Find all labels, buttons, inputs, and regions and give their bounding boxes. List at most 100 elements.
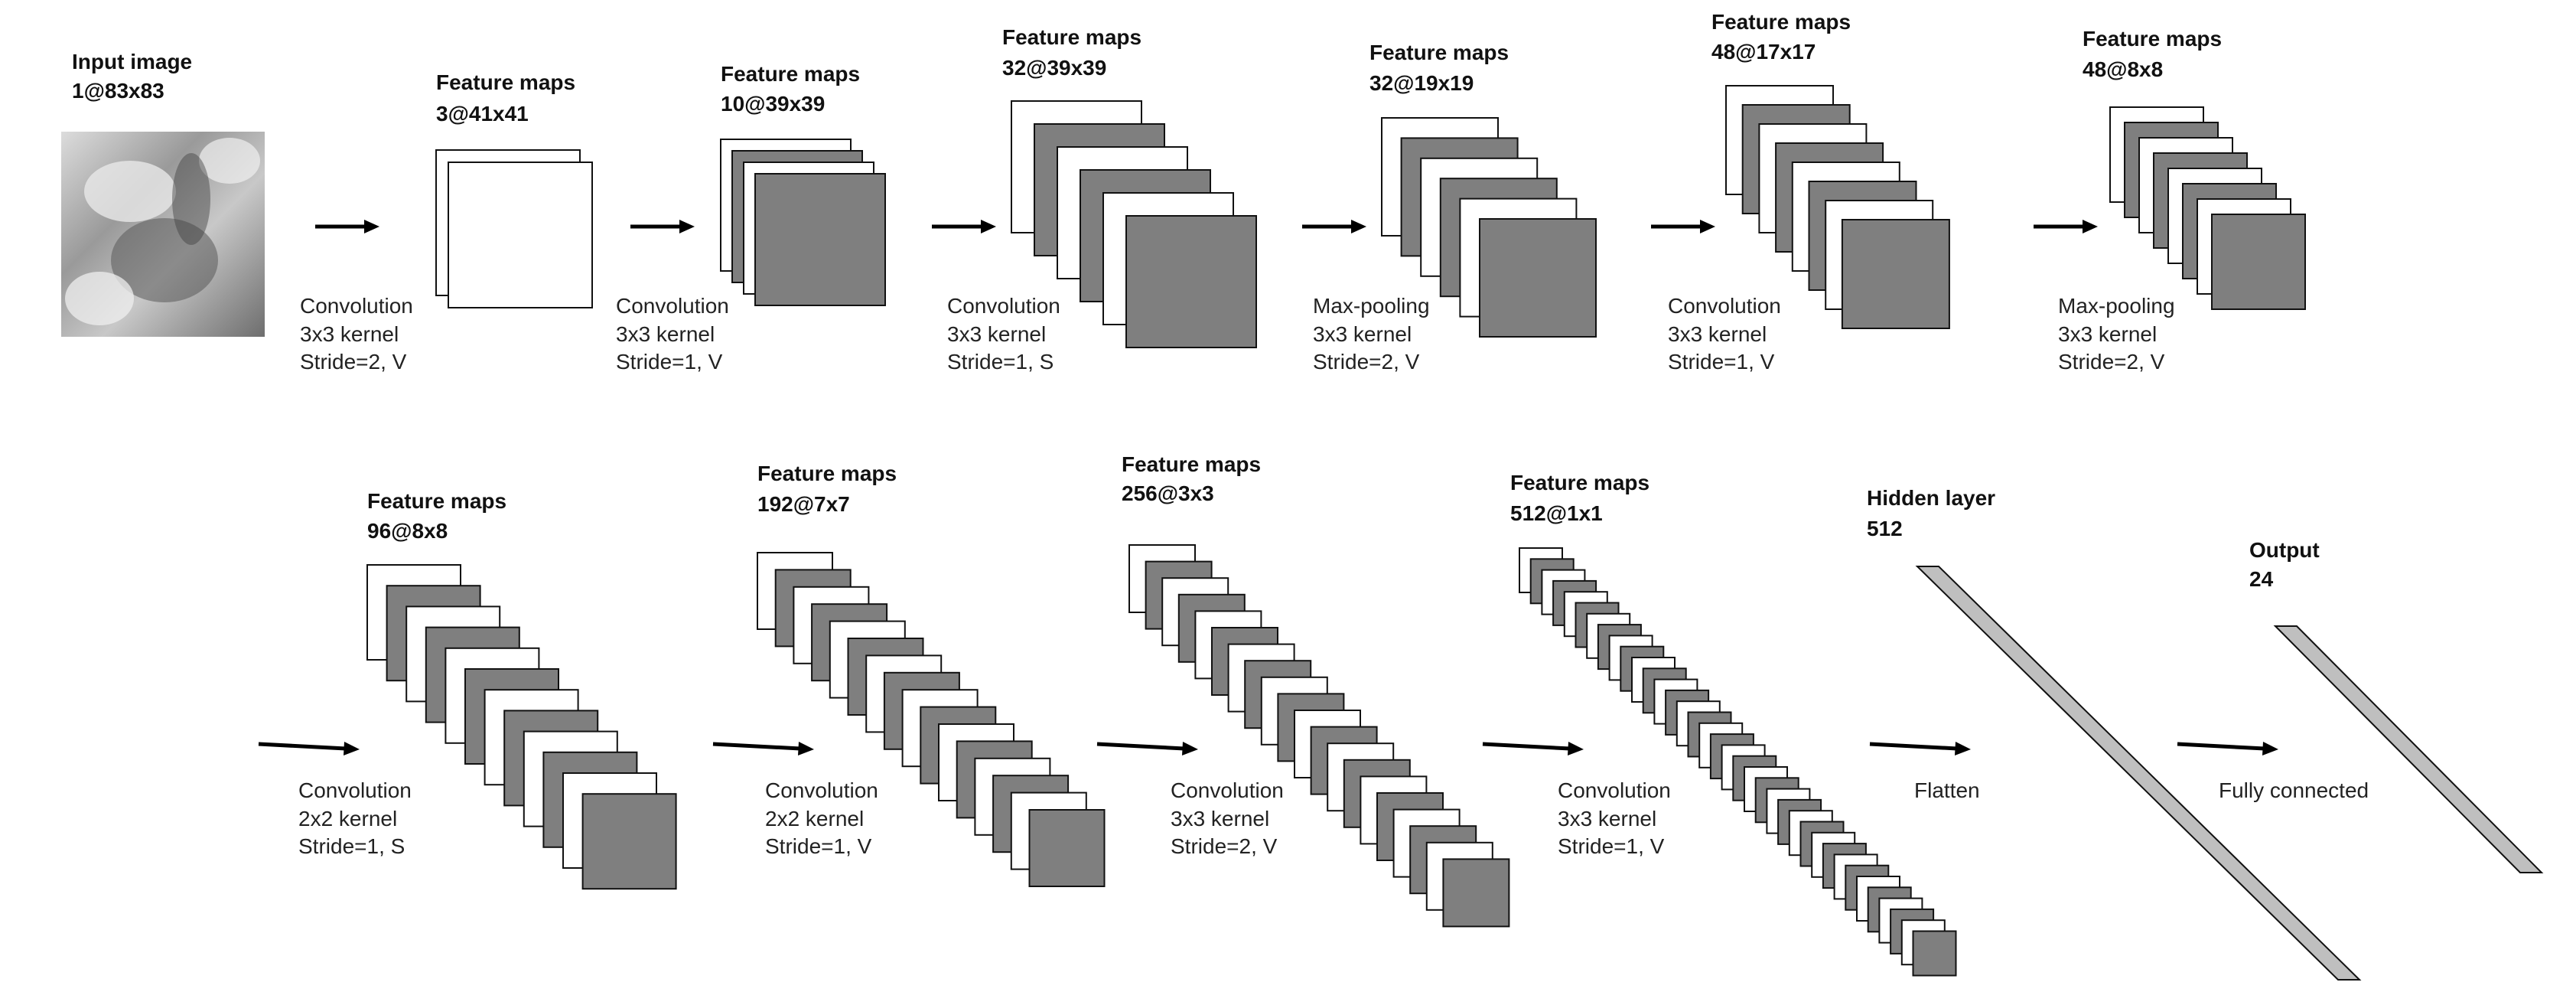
hidden-layer-vector [1915, 566, 2362, 981]
feature-map-layer [1841, 219, 1950, 329]
feature-maps-size: 96@8x8 [367, 519, 448, 543]
feature-map-stack [1128, 544, 1510, 928]
stride-label: Stride=2, V [2058, 350, 2165, 374]
operation-label: Convolution [616, 294, 729, 318]
row2-stage-4: Convolution 3x3 kernel Stride=1, V Featu… [1482, 471, 1957, 977]
feature-map-layer [1028, 809, 1106, 887]
feature-map-layer [581, 793, 677, 890]
operation-label: Convolution [298, 778, 412, 802]
row2-stage-2: Convolution 2x2 kernel Stride=1, V Featu… [712, 462, 1106, 887]
kernel-label: 2x2 kernel [298, 807, 397, 830]
row1-stage-3: Convolution 3x3 kernel Stride=1, S Featu… [932, 25, 1257, 374]
feature-map-stack [1519, 547, 1957, 977]
stride-label: Stride=1, S [947, 350, 1054, 374]
feature-map-stack [1725, 85, 1950, 329]
row2-stage-3: Convolution 3x3 kernel Stride=2, V Featu… [1096, 452, 1510, 928]
operation-label: Convolution [1558, 778, 1671, 802]
arrow-10 [1482, 742, 1584, 755]
feature-maps-size: 512@1x1 [1510, 501, 1603, 525]
feature-map-layer [1125, 215, 1257, 348]
stride-label: Stride=1, V [1558, 834, 1665, 858]
feature-maps-size: 48@17x17 [1711, 40, 1816, 64]
stride-label: Stride=2, V [300, 350, 407, 374]
kernel-label: 3x3 kernel [2058, 322, 2157, 346]
row1-stage-1: Convolution 3x3 kernel Stride=2, V Featu… [300, 70, 593, 374]
stride-label: Stride=1, V [1668, 350, 1775, 374]
feature-map-stack [720, 139, 886, 306]
arrow-1 [315, 220, 379, 233]
operation-label: Convolution [947, 294, 1060, 318]
operation-label: Max-pooling [1313, 294, 1430, 318]
feature-maps-title: Feature maps [367, 489, 506, 513]
feature-map-layer [1479, 218, 1597, 338]
feature-map-stack [1011, 100, 1257, 348]
flatten-stage: Flatten Hidden layer 512 [1867, 486, 2362, 981]
kernel-label: 3x3 kernel [1558, 807, 1656, 830]
arrow-12 [2177, 742, 2278, 755]
feature-map-layer [1442, 858, 1510, 928]
stride-label: Stride=2, V [1171, 834, 1278, 858]
feature-maps-title: Feature maps [1122, 452, 1261, 476]
feature-maps-title: Feature maps [1369, 41, 1509, 64]
feature-maps-title: Feature maps [436, 70, 575, 94]
operation-label: Convolution [1171, 778, 1284, 802]
kernel-label: 3x3 kernel [616, 322, 715, 346]
feature-maps-title: Feature maps [1002, 25, 1141, 49]
output-title: Output [2249, 538, 2320, 562]
feature-maps-size: 3@41x41 [436, 102, 529, 126]
feature-maps-title: Feature maps [1711, 10, 1851, 34]
feature-maps-size: 10@39x39 [721, 92, 825, 116]
input-size: 1@83x83 [72, 79, 164, 103]
row2-stage-1: Convolution 2x2 kernel Stride=1, S Featu… [258, 489, 677, 890]
kernel-label: 3x3 kernel [947, 322, 1046, 346]
kernel-label: 2x2 kernel [765, 807, 864, 830]
output-size: 24 [2249, 567, 2274, 591]
kernel-label: 3x3 kernel [1668, 322, 1767, 346]
arrow-2 [630, 220, 695, 233]
stride-label: Stride=1, V [616, 350, 723, 374]
arrow-7 [258, 742, 360, 755]
arrow-3 [932, 220, 996, 233]
feature-map-layer [754, 173, 886, 306]
output-vector [2273, 625, 2544, 873]
kernel-label: 3x3 kernel [1171, 807, 1269, 830]
feature-map-stack [2109, 106, 2306, 310]
hidden-layer-title: Hidden layer [1867, 486, 1995, 510]
feature-map-layer [2211, 214, 2306, 310]
feature-map-stack [366, 564, 677, 890]
arrow-4 [1302, 220, 1366, 233]
hidden-layer-size: 512 [1867, 517, 1903, 540]
feature-map-layer [448, 162, 593, 308]
operation-label: Convolution [300, 294, 413, 318]
row1-stage-6: Max-pooling 3x3 kernel Stride=2, V Featu… [2034, 27, 2306, 374]
arrow-9 [1096, 742, 1198, 755]
input-block: Input image 1@83x83 [61, 50, 265, 337]
operation-label: Max-pooling [2058, 294, 2175, 318]
kernel-label: 3x3 kernel [1313, 322, 1412, 346]
arrow-6 [2034, 220, 2098, 233]
row1-stage-2: Convolution 3x3 kernel Stride=1, V Featu… [616, 62, 886, 374]
row1-stage-4: Max-pooling 3x3 kernel Stride=2, V Featu… [1302, 41, 1597, 374]
operation-label: Convolution [1668, 294, 1781, 318]
feature-maps-title: Feature maps [1510, 471, 1649, 494]
feature-maps-size: 32@39x39 [1002, 56, 1106, 80]
kernel-label: 3x3 kernel [300, 322, 399, 346]
feature-maps-title: Feature maps [2083, 27, 2222, 51]
input-title: Input image [72, 50, 192, 73]
feature-map-stack [435, 149, 593, 308]
operation-label: Flatten [1914, 778, 1980, 802]
feature-maps-title: Feature maps [721, 62, 860, 86]
arrow-5 [1651, 220, 1715, 233]
operation-label: Convolution [765, 778, 878, 802]
feature-maps-size: 192@7x7 [757, 492, 850, 516]
feature-maps-title: Feature maps [757, 462, 897, 485]
feature-map-layer [1912, 930, 1957, 977]
stride-label: Stride=1, S [298, 834, 405, 858]
row1-stage-5: Convolution 3x3 kernel Stride=1, V Featu… [1651, 10, 1950, 374]
stride-label: Stride=1, V [765, 834, 872, 858]
arrow-8 [712, 742, 814, 755]
input-image-thumbnail [61, 132, 265, 337]
stride-label: Stride=2, V [1313, 350, 1420, 374]
feature-map-stack [757, 552, 1106, 887]
